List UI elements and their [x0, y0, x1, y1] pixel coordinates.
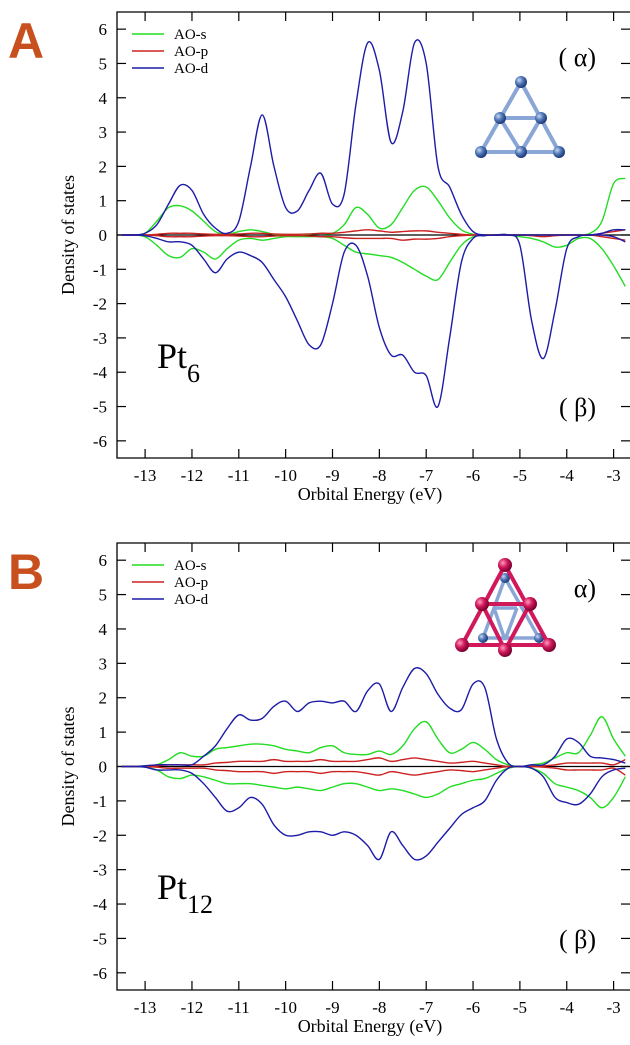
y-tick-label: -2: [93, 295, 107, 314]
y-tick-label: -5: [93, 398, 107, 417]
y-tick-label: 2: [99, 689, 108, 708]
y-axis-label: Density of states: [58, 707, 78, 827]
dos-curve: [122, 766, 626, 775]
curves: [122, 668, 626, 860]
dos-curve: [122, 235, 626, 287]
formula-subscript: 12: [187, 890, 213, 919]
y-tick-label: 0: [99, 226, 108, 245]
x-tick-label: -5: [513, 466, 527, 485]
y-tick-label: 5: [99, 54, 108, 73]
x-tick-label: -3: [607, 998, 621, 1017]
panel: -6-5-4-3-2-10123456-13-12-11-10-9-8-7-6-…: [8, 12, 630, 505]
x-tick-label: -12: [181, 998, 204, 1017]
y-tick-label: 3: [99, 123, 108, 142]
x-axis-label: Orbital Energy (eV): [298, 484, 443, 505]
y-tick-label: 3: [99, 654, 108, 673]
x-tick-label: -8: [372, 466, 386, 485]
y-tick-label: 6: [99, 20, 108, 39]
y-tick-label: 6: [99, 551, 108, 570]
dos-curve: [122, 766, 626, 859]
y-tick-label: -4: [93, 363, 108, 382]
legend-label: AO-d: [174, 61, 209, 77]
y-tick-label: 0: [99, 758, 108, 777]
x-tick-label: -9: [325, 998, 339, 1017]
y-axis-label: Density of states: [58, 175, 78, 295]
y-tick-label: 1: [99, 723, 108, 742]
y-tick-label: -5: [93, 929, 107, 948]
x-tick-label: -10: [274, 466, 297, 485]
alpha-label: ( α): [559, 43, 596, 72]
curves: [122, 40, 626, 408]
x-tick-label: -4: [560, 998, 575, 1017]
y-tick-label: -1: [93, 792, 107, 811]
dos-curve: [122, 178, 626, 235]
x-tick-label: -11: [228, 998, 250, 1017]
legend-label: AO-p: [174, 575, 208, 591]
y-tick-label: 4: [99, 620, 108, 639]
y-tick-label: -2: [93, 826, 107, 845]
legend-label: AO-s: [174, 27, 207, 43]
formula: Pt6: [157, 336, 200, 388]
x-tick-label: -10: [274, 998, 297, 1017]
panel-label: B: [8, 544, 44, 600]
x-axis-label: Orbital Energy (eV): [298, 1016, 443, 1037]
y-tick-label: -4: [93, 895, 108, 914]
y-tick-label: -1: [93, 260, 107, 279]
y-tick-label: 2: [99, 157, 108, 176]
x-tick-label: -7: [419, 466, 434, 485]
molecule-icon: [475, 76, 565, 158]
panel: -6-5-4-3-2-10123456-13-12-11-10-9-8-7-6-…: [8, 543, 630, 1037]
x-tick-label: -12: [181, 466, 204, 485]
formula: Pt12: [157, 867, 213, 919]
x-tick-label: -11: [228, 466, 250, 485]
legend-label: AO-s: [174, 558, 207, 574]
x-tick-label: -5: [513, 998, 527, 1017]
x-tick-label: -8: [372, 998, 386, 1017]
figure: -6-5-4-3-2-10123456-13-12-11-10-9-8-7-6-…: [0, 0, 630, 1040]
x-tick-label: -3: [607, 466, 621, 485]
y-tick-label: 4: [99, 89, 108, 108]
y-tick-label: 1: [99, 192, 108, 211]
x-tick-label: -4: [560, 466, 575, 485]
y-tick-label: -6: [93, 432, 107, 451]
y-tick-label: -6: [93, 964, 107, 983]
formula-base: Pt: [157, 867, 187, 907]
alpha-label: α): [574, 574, 596, 603]
molecule-icon: [455, 558, 556, 657]
legend-label: AO-p: [174, 44, 208, 60]
formula-base: Pt: [157, 336, 187, 376]
beta-label: ( β): [559, 925, 596, 954]
legend-label: AO-d: [174, 592, 209, 608]
panel-label: A: [8, 13, 44, 69]
formula-subscript: 6: [187, 359, 200, 388]
beta-label: ( β): [559, 393, 596, 422]
y-tick-label: -3: [93, 329, 107, 348]
y-tick-label: 5: [99, 586, 108, 605]
x-tick-label: -6: [466, 998, 480, 1017]
x-tick-label: -13: [134, 466, 157, 485]
page: {"chart_data": [ {"type": "line", "panel…: [0, 0, 630, 1040]
x-tick-label: -9: [325, 466, 339, 485]
x-tick-label: -13: [134, 998, 157, 1017]
y-tick-label: -3: [93, 861, 107, 880]
x-tick-label: -7: [419, 998, 434, 1017]
dos-curve: [122, 668, 626, 767]
x-tick-label: -6: [466, 466, 480, 485]
